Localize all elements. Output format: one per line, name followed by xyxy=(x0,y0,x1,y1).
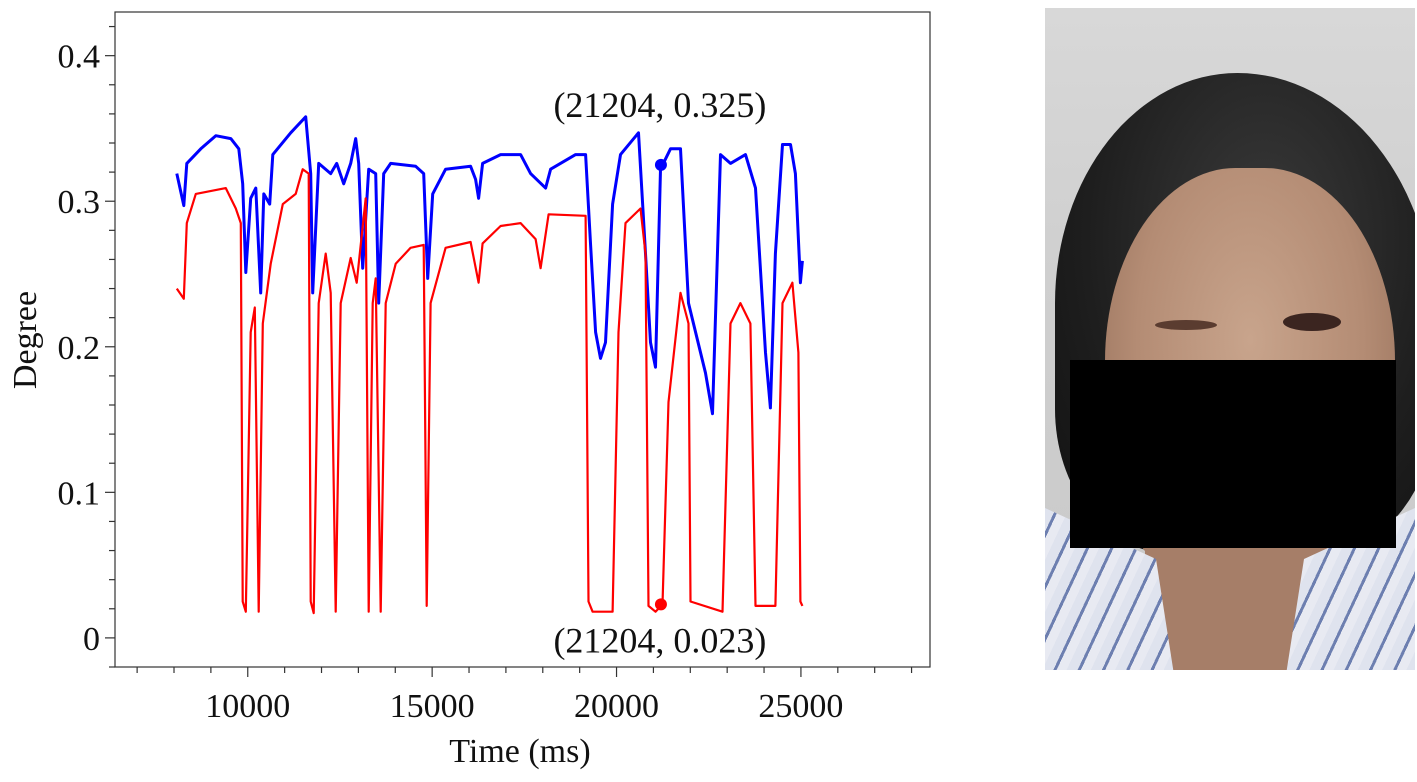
y-axis-label: Degree xyxy=(7,291,44,389)
open-eye xyxy=(1283,313,1341,331)
y-tick-label: 0.4 xyxy=(58,39,101,76)
y-tick-label: 0.1 xyxy=(58,475,101,512)
privacy-mask xyxy=(1070,360,1396,548)
chart: 10000 15000 20000 25000 0 0.1 0.2 0.3 0.4 (21204… xyxy=(7,11,931,770)
patient-face-photo xyxy=(1045,8,1415,670)
closed-eye xyxy=(1155,320,1217,330)
annotation-marker xyxy=(654,158,667,171)
annotation-marker xyxy=(654,598,667,611)
y-tick-label: 0 xyxy=(83,621,100,658)
plot-frame xyxy=(114,11,931,668)
blue-series-line xyxy=(175,115,804,416)
annotation-label: (21204, 0.325) xyxy=(553,85,766,125)
x-tick-label: 15000 xyxy=(390,688,475,725)
x-tick-label: 20000 xyxy=(574,688,659,725)
annotation-label: (21204, 0.023) xyxy=(553,620,766,660)
x-axis-label: Time (ms) xyxy=(449,733,590,770)
y-tick-label: 0.3 xyxy=(58,184,101,221)
y-tick-label: 0.2 xyxy=(58,330,101,367)
red-series-line xyxy=(175,168,804,615)
x-tick-label: 25000 xyxy=(758,688,843,725)
x-tick-label: 10000 xyxy=(205,688,290,725)
